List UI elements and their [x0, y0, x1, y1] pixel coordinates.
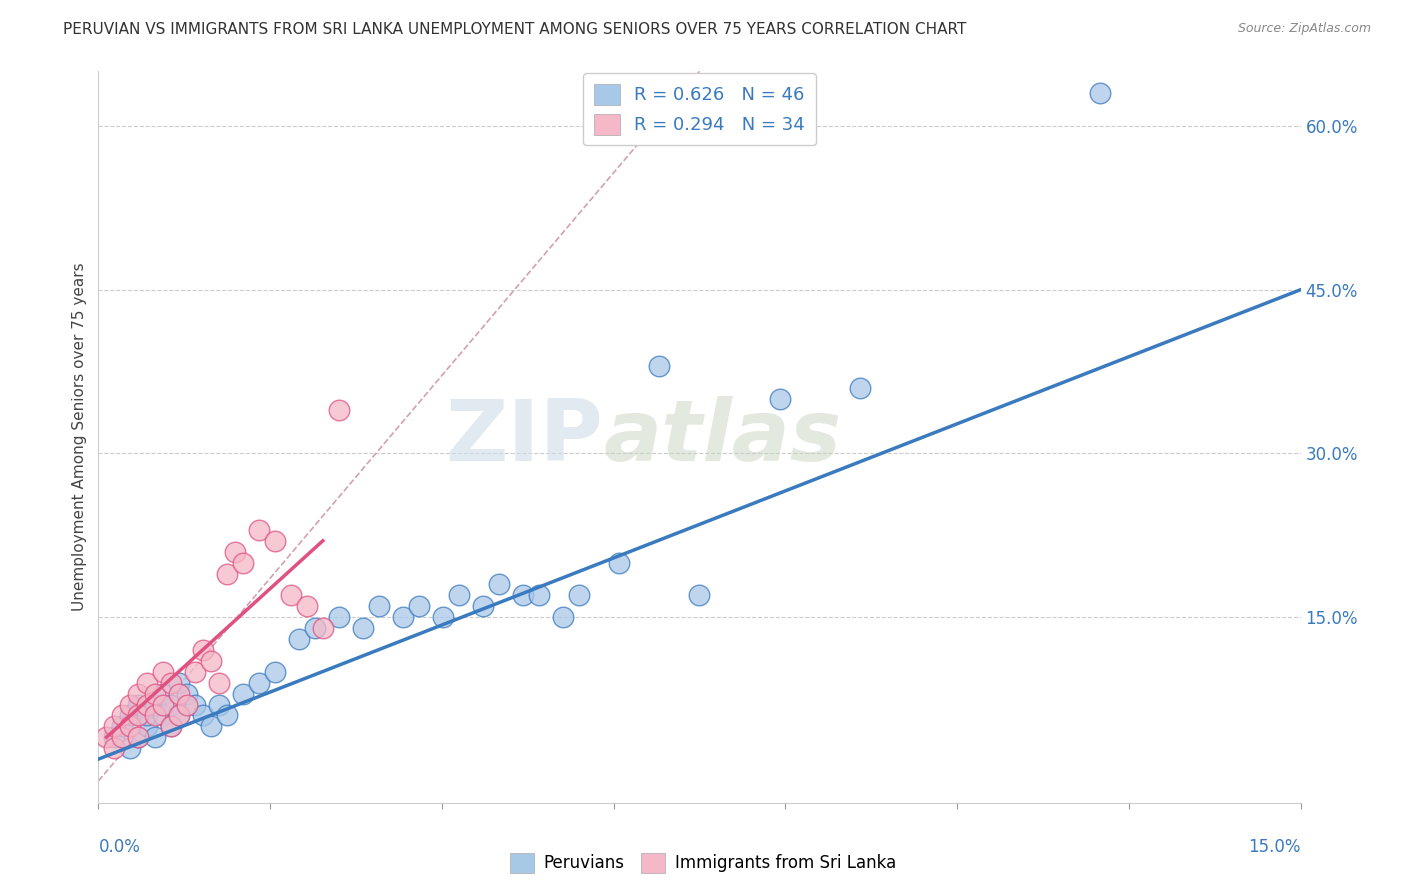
Point — [263, 533, 285, 548]
Point — [128, 731, 150, 745]
Text: ZIP: ZIP — [446, 395, 603, 479]
Point — [135, 675, 157, 690]
Point — [183, 698, 205, 712]
Point — [512, 588, 534, 602]
Point — [689, 588, 711, 602]
Point — [128, 731, 150, 745]
Point — [553, 610, 575, 624]
Point — [849, 381, 872, 395]
Point — [152, 698, 174, 712]
Point — [111, 731, 134, 745]
Point — [288, 632, 311, 646]
Point — [152, 687, 174, 701]
Point — [152, 708, 174, 723]
Point — [111, 708, 134, 723]
Point — [232, 687, 254, 701]
Point — [120, 698, 142, 712]
Point — [472, 599, 495, 614]
Point — [263, 665, 285, 679]
Point — [143, 687, 166, 701]
Point — [128, 687, 150, 701]
Point — [167, 675, 190, 690]
Point — [143, 731, 166, 745]
Point — [103, 731, 125, 745]
Point — [200, 719, 222, 733]
Point — [432, 610, 454, 624]
Point — [208, 698, 231, 712]
Point — [529, 588, 551, 602]
Point — [120, 741, 142, 756]
Point — [224, 545, 246, 559]
Point — [352, 621, 374, 635]
Point — [135, 698, 157, 712]
Text: atlas: atlas — [603, 395, 841, 479]
Y-axis label: Unemployment Among Seniors over 75 years: Unemployment Among Seniors over 75 years — [72, 263, 87, 611]
Point — [488, 577, 510, 591]
Point — [200, 654, 222, 668]
Text: Source: ZipAtlas.com: Source: ZipAtlas.com — [1237, 22, 1371, 36]
Point — [368, 599, 391, 614]
Point — [135, 708, 157, 723]
Point — [143, 698, 166, 712]
Text: 15.0%: 15.0% — [1249, 838, 1301, 856]
Point — [135, 719, 157, 733]
Point — [120, 719, 142, 733]
Point — [408, 599, 430, 614]
Point — [568, 588, 591, 602]
Point — [176, 698, 198, 712]
Point — [120, 708, 142, 723]
Text: PERUVIAN VS IMMIGRANTS FROM SRI LANKA UNEMPLOYMENT AMONG SENIORS OVER 75 YEARS C: PERUVIAN VS IMMIGRANTS FROM SRI LANKA UN… — [63, 22, 967, 37]
Point — [247, 523, 270, 537]
Text: 0.0%: 0.0% — [98, 838, 141, 856]
Point — [328, 610, 350, 624]
Point — [648, 359, 671, 373]
Point — [447, 588, 470, 602]
Point — [215, 708, 238, 723]
Point — [159, 719, 181, 733]
Point — [152, 665, 174, 679]
Legend: R = 0.626   N = 46, R = 0.294   N = 34: R = 0.626 N = 46, R = 0.294 N = 34 — [583, 73, 815, 145]
Point — [159, 698, 181, 712]
Point — [103, 741, 125, 756]
Point — [312, 621, 335, 635]
Point — [159, 719, 181, 733]
Point — [247, 675, 270, 690]
Point — [96, 731, 118, 745]
Point — [191, 643, 214, 657]
Legend: Peruvians, Immigrants from Sri Lanka: Peruvians, Immigrants from Sri Lanka — [503, 847, 903, 880]
Point — [183, 665, 205, 679]
Point — [167, 708, 190, 723]
Point — [1088, 86, 1111, 100]
Point — [159, 675, 181, 690]
Point — [609, 556, 631, 570]
Point — [167, 687, 190, 701]
Point — [280, 588, 302, 602]
Point — [143, 708, 166, 723]
Point — [328, 402, 350, 417]
Point — [304, 621, 326, 635]
Point — [232, 556, 254, 570]
Point — [769, 392, 792, 406]
Point — [128, 708, 150, 723]
Point — [167, 708, 190, 723]
Point — [392, 610, 415, 624]
Point — [111, 719, 134, 733]
Point — [215, 566, 238, 581]
Point — [191, 708, 214, 723]
Point — [128, 698, 150, 712]
Point — [103, 719, 125, 733]
Point — [176, 687, 198, 701]
Point — [295, 599, 318, 614]
Point — [208, 675, 231, 690]
